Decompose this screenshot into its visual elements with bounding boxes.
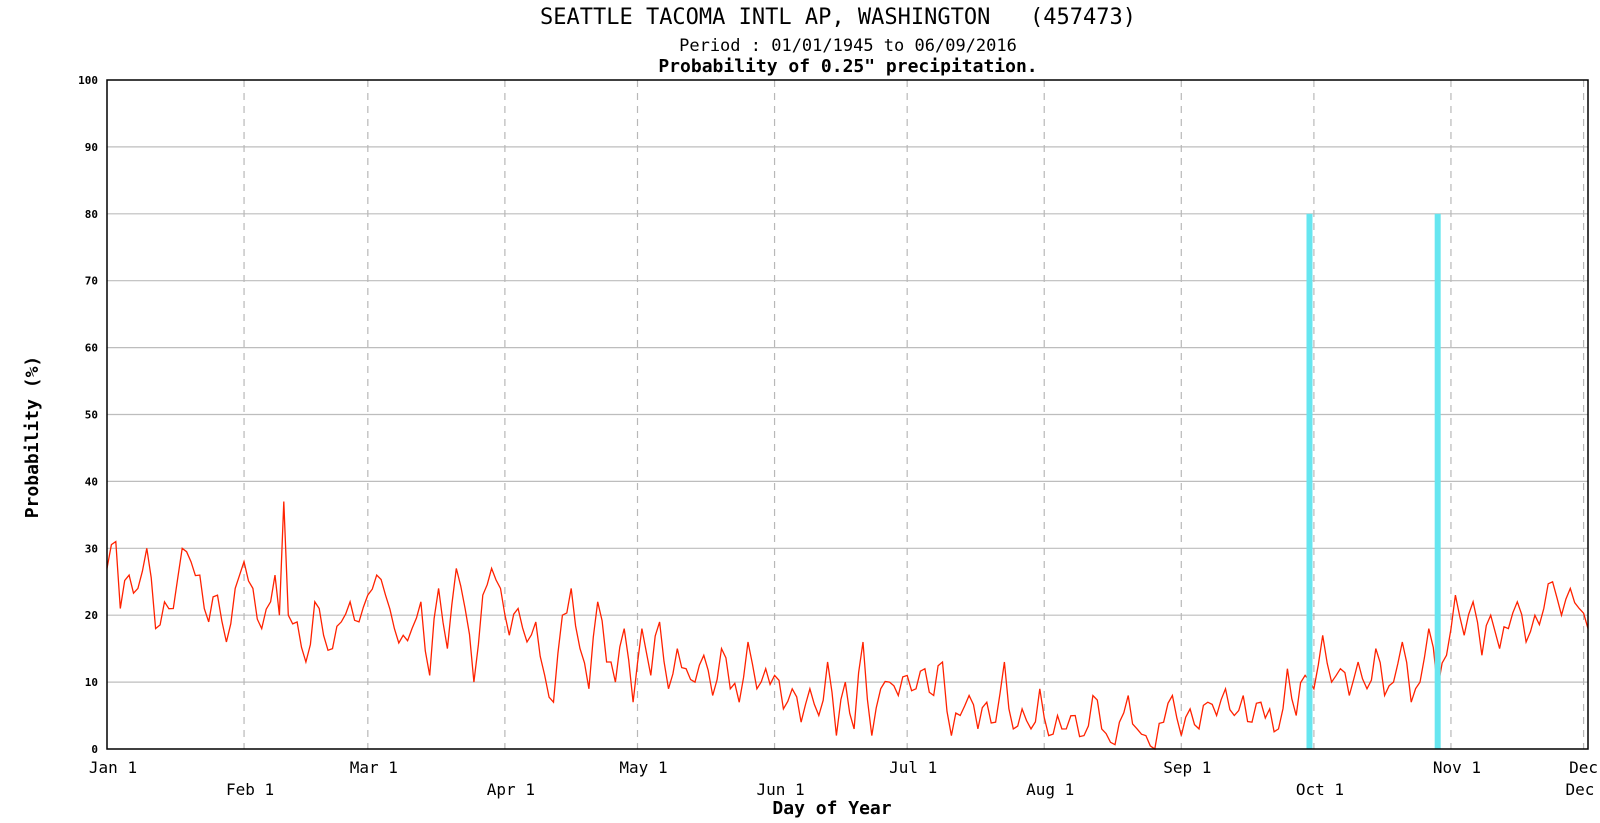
plot-frame (106, 79, 1589, 750)
chart-period: Period : 01/01/1945 to 06/09/2016 (679, 36, 1017, 56)
x-tick-label: Dec (1569, 758, 1598, 777)
probability-series-line (106, 501, 1589, 751)
y-tick-label: 10 (85, 676, 98, 689)
x-tick-label: Mar 1 (350, 758, 398, 777)
y-tick-label: 30 (85, 542, 98, 555)
y-tick-label: 80 (85, 208, 98, 221)
y-tick-label: 60 (85, 342, 98, 355)
x-tick-label: Oct 1 (1296, 780, 1344, 799)
y-tick-label: 70 (85, 275, 98, 288)
y-tick-label: 50 (85, 409, 98, 422)
highlight-bar-1 (1306, 213, 1313, 750)
x-tick-label: Feb 1 (226, 780, 274, 799)
y-axis-ticks: 0 10 20 30 40 50 60 70 80 90 100 (78, 74, 98, 756)
y-tick-label: 40 (85, 475, 98, 488)
x-tick-label: May 1 (619, 758, 667, 777)
x-tick-label: Aug 1 (1026, 780, 1074, 799)
x-tick-label: Jun 1 (756, 780, 804, 799)
chart-title: SEATTLE TACOMA INTL AP, WASHINGTON (4574… (540, 5, 1136, 30)
y-axis-label: Probability (%) (22, 356, 43, 519)
y-tick-label: 20 (85, 609, 98, 622)
x-tick-label: Nov 1 (1433, 758, 1481, 777)
highlight-bar-2 (1434, 213, 1441, 750)
x-tick-label: Jan 1 (89, 758, 137, 777)
y-tick-label: 100 (78, 74, 98, 87)
highlight-bars (1306, 213, 1441, 750)
x-axis-ticks: Jan 1 Feb 1 Mar 1 Apr 1 May 1 Jun 1 Jul 1 Aug 1… (89, 758, 1600, 799)
x-tick-label: Apr 1 (487, 780, 535, 799)
chart-subtitle: Probability of 0.25" precipitation. (658, 56, 1037, 77)
x-tick-label: Jul 1 (889, 758, 937, 777)
y-tick-label: 90 (85, 141, 98, 154)
horizontal-gridlines (107, 146, 1588, 683)
x-tick-label: Sep 1 (1163, 758, 1211, 777)
x-tick-label: Dec 1 (1565, 780, 1600, 799)
x-axis-label: Day of Year (772, 798, 891, 819)
y-tick-label: 0 (91, 743, 98, 756)
